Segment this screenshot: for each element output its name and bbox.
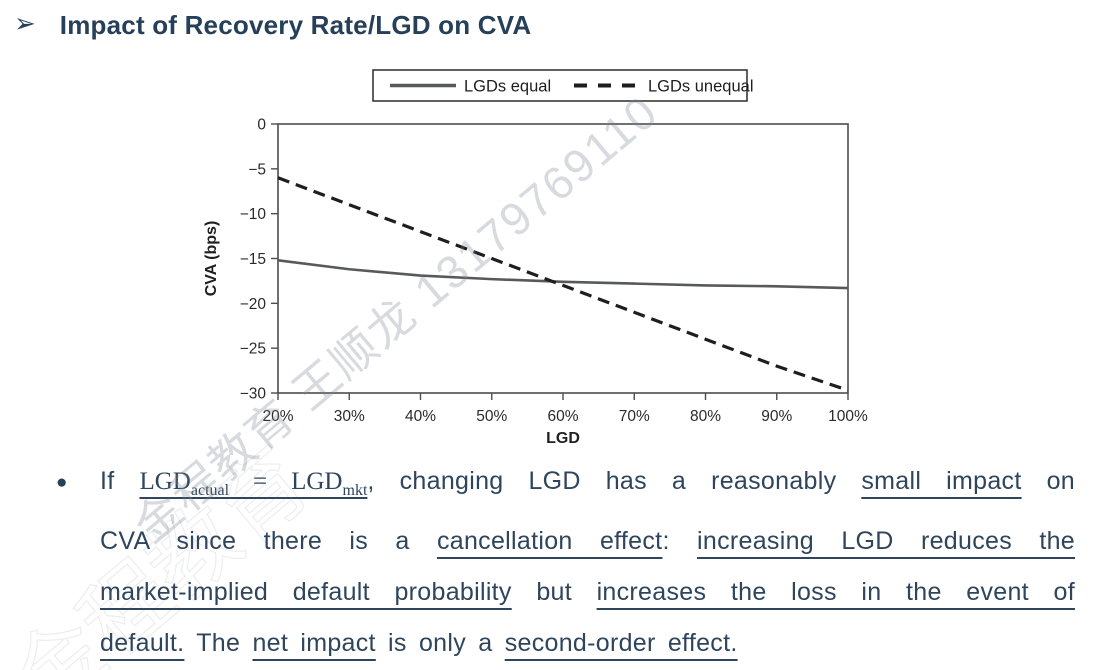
legend-label-equal: LGDs equal [464,78,551,96]
y-tick-label: 0 [257,117,266,134]
formula-lgd-equality: LGDactual = LGDmkt [139,468,368,499]
x-tick-label: 50% [476,408,507,425]
body-paragraph: If LGDactual = LGDmkt, changing LGD has … [100,456,1075,669]
series-line-solid [277,259,849,290]
y-tick-label: −15 [240,251,266,268]
text-run: on [1021,467,1075,495]
x-tick-label: 40% [405,408,436,425]
text-run: If [100,467,140,495]
underlined-phrase: cancellation effect [436,527,663,555]
page-title: Impact of Recovery Rate/LGD on CVA [59,10,532,40]
y-tick-label: −25 [240,341,266,358]
x-tick-label: 30% [334,408,365,425]
cva-chart: 0 −5 −10 −15 −20 −25 −30 20% 30% 40% 50% 60% 70% 80% 9… [203,69,868,447]
arrow-bullet-icon: ➢ [14,8,36,39]
text-run: CVA since there is a [100,527,437,555]
body-line: If LGDactual = LGDmkt, changing LGD has … [100,456,1075,516]
x-tick-label: 20% [262,408,293,425]
underlined-phrase: increasing LGD reduces the [697,527,1075,555]
x-tick-label: 70% [619,408,650,425]
text-run: , changing LGD has a reasonably [367,467,862,495]
y-axis-label: CVA (bps) [203,221,220,297]
underlined-phrase: second-order effect. [504,629,738,657]
underlined-phrase: small impact [861,467,1022,495]
underlined-phrase: market-implied default probability [100,578,512,606]
x-tick-label: 80% [690,408,721,425]
x-tick-label: 90% [761,408,792,425]
text-run: The [184,629,253,657]
slide-header: ➢ Impact of Recovery Rate/LGD on CVA [14,10,531,41]
underlined-phrase: net impact [252,629,376,657]
body-section: ● If LGDactual = LGDmkt, changing LGD ha… [0,456,1108,669]
y-tick-label: −30 [240,386,267,403]
underlined-phrase: default. [100,629,185,657]
y-tick-label: −5 [248,161,266,178]
text-run: but [511,578,597,606]
body-line: default. The net impact is only a second… [100,618,1075,669]
y-tick-label: −20 [240,296,267,313]
series-line-dashed [277,176,849,392]
x-tick-label: 60% [547,408,578,425]
text-run: is only a [375,629,505,657]
bullet-dot-icon: ● [56,472,68,493]
y-tick-label: −10 [240,206,267,223]
text-run: : [662,527,698,555]
x-tick-label: 100% [828,408,868,425]
body-line: market-implied default probability but i… [100,567,1075,618]
body-line: CVA since there is a cancellation effect… [100,516,1075,567]
plot-area [277,123,849,394]
underlined-phrase: increases the loss in the event of [596,578,1075,606]
x-axis-label: LGD [546,430,580,447]
legend-label-unequal: LGDs unequal [648,78,754,96]
